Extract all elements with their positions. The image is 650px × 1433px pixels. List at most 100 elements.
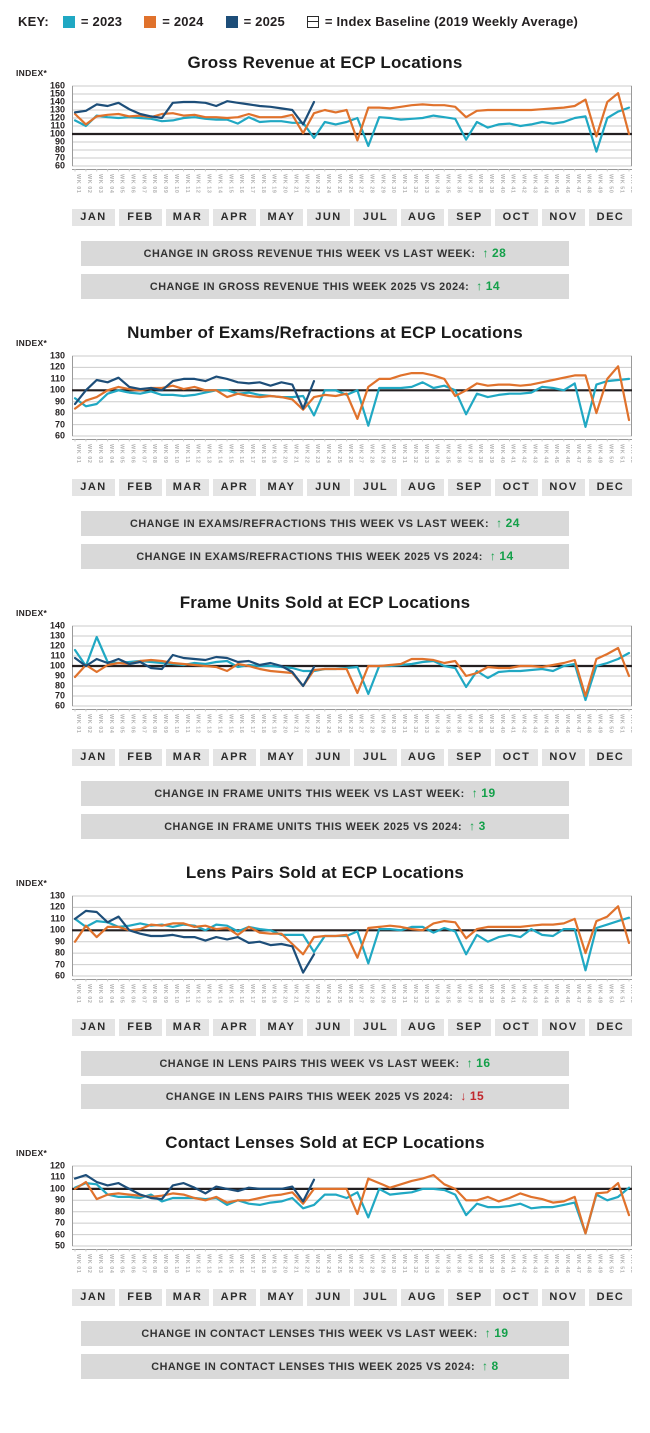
week-label: WK 13 — [206, 1254, 212, 1273]
week-label: WK 06 — [130, 714, 136, 733]
chart-section-frame-units: Frame Units Sold at ECP Locations INDEX*… — [0, 593, 650, 839]
week-label: WK 13 — [206, 174, 212, 193]
week-label: WK 15 — [227, 1254, 233, 1273]
week-label: WK 45 — [553, 174, 559, 193]
week-label: WK 14 — [216, 174, 222, 193]
chart-section-contact-lenses: Contact Lenses Sold at ECP Locations IND… — [0, 1133, 650, 1379]
month-label: APR — [213, 749, 256, 766]
month-label: DEC — [589, 1019, 632, 1036]
week-label: WK 11 — [184, 1254, 190, 1273]
week-label: WK 04 — [108, 714, 114, 733]
y-axis-title: INDEX* — [16, 1148, 48, 1158]
week-label: WK 06 — [130, 1254, 136, 1273]
plot-column: WK 01 WK 02 WK 03 WK 04 WK 05 WK 06 WK 07 WK 08… — [72, 1163, 634, 1306]
stat-bar: CHANGE IN LENS PAIRS THIS WEEK 2025 VS 2… — [81, 1084, 569, 1109]
week-label: WK 21 — [293, 444, 299, 463]
week-label: WK 17 — [249, 444, 255, 463]
y-tick-label: 130 — [49, 104, 65, 115]
week-label: WK 19 — [271, 1254, 277, 1273]
stat-label: CHANGE IN FRAME UNITS THIS WEEK VS LAST … — [154, 788, 465, 800]
month-label: MAY — [260, 1019, 303, 1036]
week-label: WK 07 — [140, 1254, 146, 1273]
line-chart — [72, 625, 632, 707]
week-label: WK 35 — [445, 714, 451, 733]
week-label: WK 32 — [412, 984, 418, 1003]
y-tick-label: 130 — [49, 350, 65, 361]
legend-item-label: = Index Baseline (2019 Weekly Average) — [324, 14, 579, 29]
week-label: WK 06 — [130, 174, 136, 193]
week-label: WK 08 — [151, 174, 157, 193]
week-label: WK 43 — [531, 984, 537, 1003]
legend-item-2024: = 2024 — [144, 14, 203, 29]
week-label: WK 43 — [531, 714, 537, 733]
week-label: WK 10 — [173, 1254, 179, 1273]
week-label: WK 08 — [151, 1254, 157, 1273]
week-label: WK 25 — [336, 1254, 342, 1273]
week-label: WK 33 — [423, 174, 429, 193]
week-label: WK 27 — [358, 174, 364, 193]
week-label: WK 41 — [510, 984, 516, 1003]
week-label: WK 49 — [597, 444, 603, 463]
y-tick-label: 70 — [54, 1217, 65, 1228]
week-label: WK 27 — [358, 444, 364, 463]
week-label: WK 23 — [314, 174, 320, 193]
y-tick-label: 70 — [54, 152, 65, 163]
week-label: WK 19 — [271, 714, 277, 733]
week-label: WK 34 — [434, 1254, 440, 1273]
y-tick-label: 110 — [50, 913, 65, 924]
week-label: WK 45 — [553, 444, 559, 463]
trend-arrow-icon: ↑ — [482, 1359, 489, 1373]
trend-arrow-icon: ↑ — [484, 1326, 492, 1340]
week-label: WK 20 — [282, 174, 288, 193]
trend-arrow-icon: ↓ — [460, 1089, 467, 1103]
week-label: WK 01 — [75, 174, 81, 193]
stat-value: 28 — [491, 246, 507, 260]
stat-label: CHANGE IN EXAMS/REFRACTIONS THIS WEEK VS… — [130, 518, 490, 530]
week-label: WK 31 — [401, 444, 407, 463]
chart-title: Gross Revenue at ECP Locations — [187, 53, 463, 72]
week-label: WK 18 — [260, 174, 266, 193]
week-label: WK 38 — [477, 1254, 483, 1273]
chart-area: INDEX* 130 120 110 100 90 80 70 60 WK 01 WK 02 WK… — [16, 878, 650, 1036]
week-label: WK 18 — [260, 444, 266, 463]
week-label: WK 21 — [293, 174, 299, 193]
series-line-2023 — [73, 106, 631, 153]
week-label: WK 41 — [510, 1254, 516, 1273]
week-label: WK 24 — [325, 1254, 331, 1273]
week-label: WK 25 — [336, 444, 342, 463]
stat-bar: CHANGE IN EXAMS/REFRACTIONS THIS WEEK VS… — [81, 511, 569, 536]
week-label: WK 29 — [379, 714, 385, 733]
week-label: WK 16 — [238, 1254, 244, 1273]
week-label: WK 10 — [173, 444, 179, 463]
week-label: WK 15 — [227, 174, 233, 193]
week-label: WK 26 — [347, 984, 353, 1003]
week-label: WK 07 — [140, 174, 146, 193]
week-label: WK 23 — [314, 1254, 320, 1273]
week-label: WK 26 — [347, 174, 353, 193]
week-label: WK 23 — [314, 984, 320, 1003]
week-label: WK 39 — [488, 174, 494, 193]
y-axis: 130 120 110 100 90 80 70 60 — [26, 350, 72, 440]
trend-arrow-icon: ↑ — [466, 1056, 474, 1070]
month-label: NOV — [542, 1019, 585, 1036]
chart-title: Lens Pairs Sold at ECP Locations — [185, 863, 465, 882]
y-tick-label: 110 — [50, 650, 65, 661]
week-label: WK 48 — [586, 714, 592, 733]
y-tick-label: 80 — [54, 947, 65, 958]
week-label: WK 14 — [216, 444, 222, 463]
month-label: JAN — [72, 479, 115, 496]
legend-item-baseline: = Index Baseline (2019 Weekly Average) — [306, 14, 579, 29]
week-label: WK 11 — [184, 444, 190, 463]
week-label: WK 34 — [434, 714, 440, 733]
week-label: WK 13 — [206, 444, 212, 463]
legend-item-label: = 2024 — [162, 14, 204, 29]
series-line-2025 — [73, 1174, 316, 1203]
week-label: WK 11 — [184, 984, 190, 1003]
week-label: WK 12 — [195, 714, 201, 733]
y-tick-label: 100 — [49, 924, 65, 935]
y-tick-label: 90 — [54, 936, 65, 947]
week-label: WK 36 — [455, 714, 461, 733]
week-label: WK 33 — [423, 714, 429, 733]
week-label: WK 48 — [586, 444, 592, 463]
week-label: WK 47 — [575, 1254, 581, 1273]
